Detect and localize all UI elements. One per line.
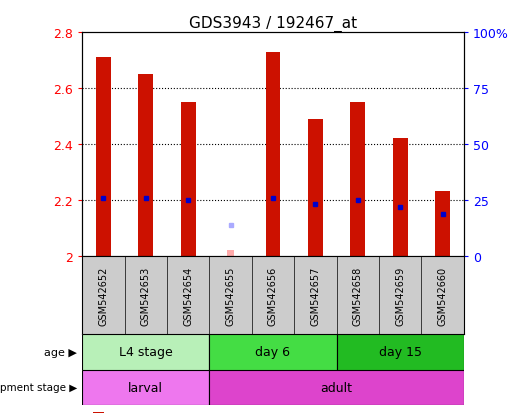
Bar (82, 335, 209, 370)
Text: GSM542657: GSM542657 (311, 266, 320, 325)
Bar (337, 335, 464, 370)
Text: adult: adult (321, 381, 352, 394)
Bar (138, 75, 153, 256)
Text: GSM542660: GSM542660 (438, 266, 447, 325)
Bar (227, 250, 234, 256)
Bar (350, 103, 365, 256)
Text: GSM542656: GSM542656 (268, 266, 278, 325)
Text: day 6: day 6 (255, 346, 290, 358)
Text: day 15: day 15 (378, 346, 422, 358)
Text: GSM542659: GSM542659 (395, 266, 405, 325)
Bar (435, 192, 450, 256)
Text: GSM542654: GSM542654 (183, 266, 193, 325)
Bar (308, 119, 323, 256)
Text: transformed count: transformed count (111, 412, 215, 413)
Title: GDS3943 / 192467_at: GDS3943 / 192467_at (189, 16, 357, 32)
Bar (82, 370, 209, 405)
Text: L4 stage: L4 stage (119, 346, 173, 358)
Text: GSM542658: GSM542658 (353, 266, 363, 325)
Bar (209, 335, 337, 370)
Text: larval: larval (128, 381, 163, 394)
Bar (393, 139, 408, 256)
Text: GSM542653: GSM542653 (141, 266, 151, 325)
Text: age ▶: age ▶ (44, 347, 77, 357)
Bar (96, 58, 111, 256)
Text: GSM542655: GSM542655 (226, 266, 235, 325)
Bar (209, 370, 464, 405)
Bar (181, 103, 196, 256)
Text: development stage ▶: development stage ▶ (0, 382, 77, 392)
Text: GSM542652: GSM542652 (99, 266, 108, 325)
Bar (266, 52, 280, 256)
